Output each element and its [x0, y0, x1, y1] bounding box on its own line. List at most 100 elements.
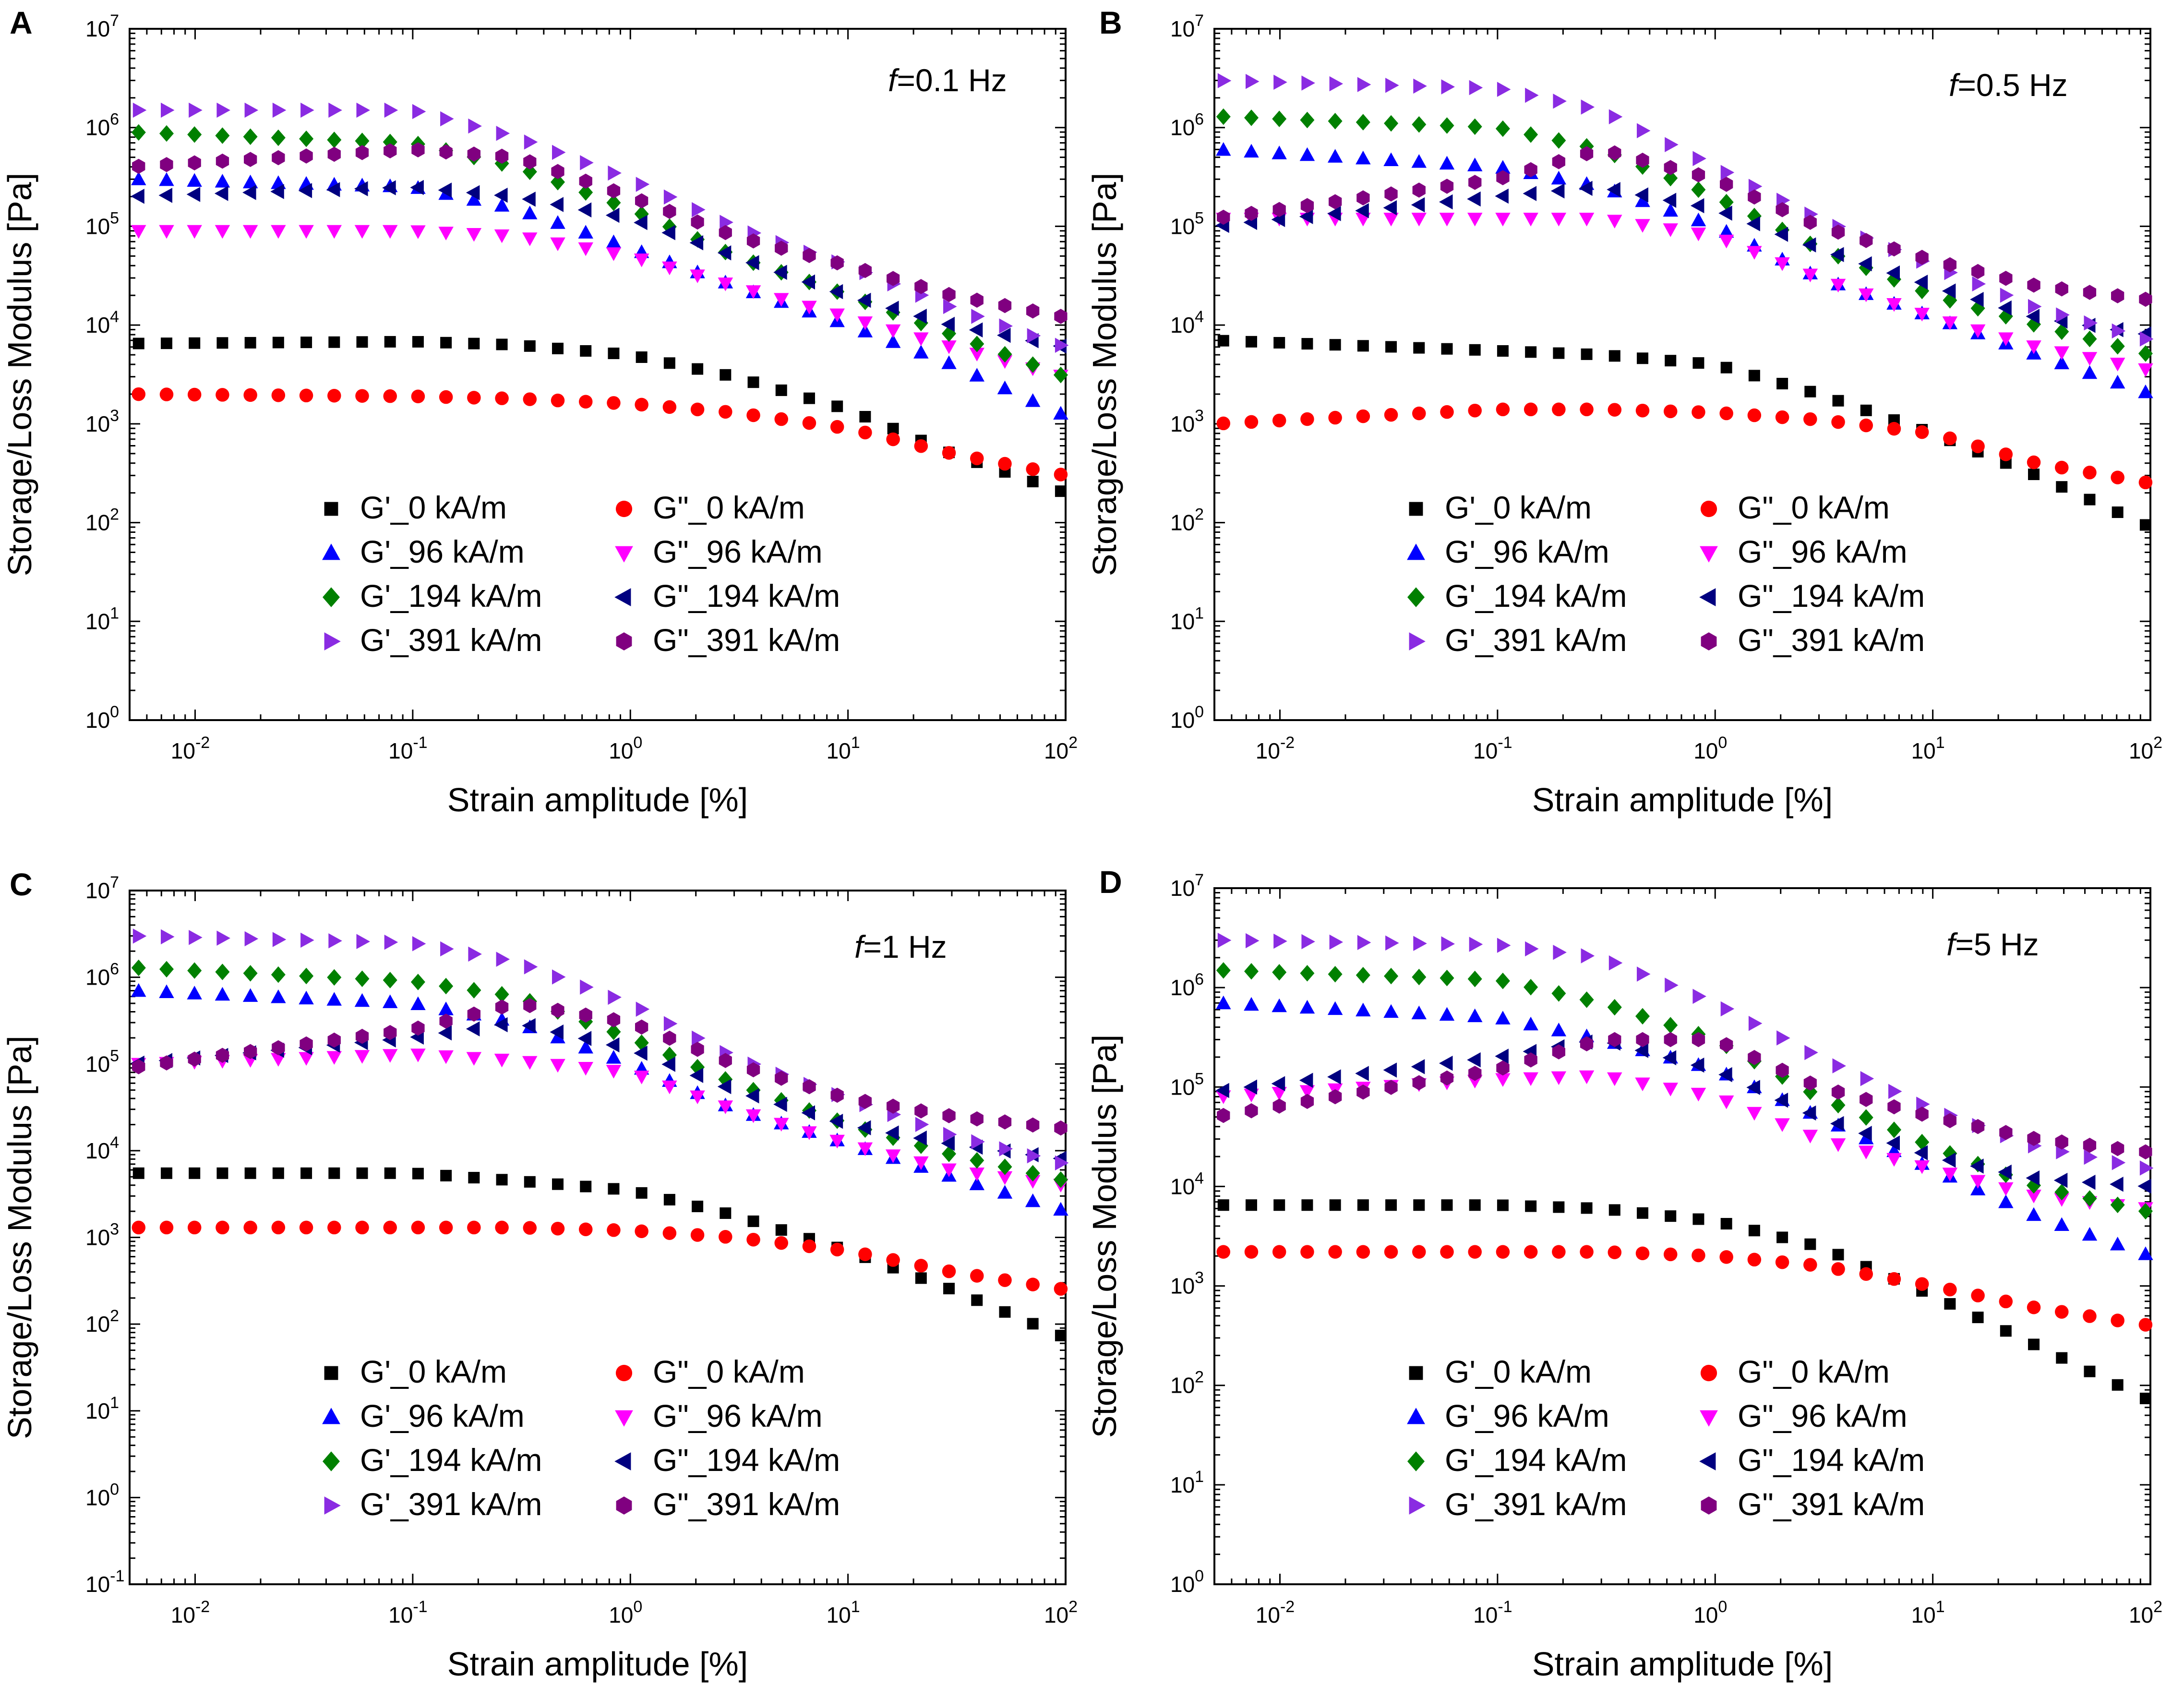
axis-ticks	[129, 28, 1067, 721]
data-point	[636, 351, 648, 363]
data-point	[1747, 408, 1762, 422]
data-point	[1523, 1016, 1538, 1031]
data-point	[1718, 224, 1734, 238]
y-axis-title: Storage/Loss Modulus [Pa]	[1, 173, 38, 576]
data-point	[747, 376, 759, 388]
data-point	[608, 989, 622, 1005]
data-point	[720, 1207, 732, 1219]
data-point	[159, 387, 174, 401]
data-point	[522, 232, 538, 246]
data-point	[885, 1149, 901, 1163]
data-point	[802, 1239, 816, 1253]
data-point	[1299, 1000, 1315, 1014]
data-point	[1301, 75, 1315, 91]
data-point	[216, 388, 229, 402]
data-point	[2027, 1177, 2041, 1194]
data-point	[578, 1222, 593, 1236]
data-point	[1272, 145, 1287, 159]
data-point	[1943, 431, 1957, 446]
data-point	[2055, 281, 2068, 297]
data-point	[384, 1167, 396, 1179]
data-point	[803, 392, 815, 404]
data-point	[1551, 1071, 1567, 1085]
data-point	[717, 245, 732, 261]
data-point	[2028, 299, 2042, 314]
data-point	[915, 1117, 929, 1132]
data-point	[1217, 209, 1230, 225]
data-point	[1581, 99, 1595, 115]
data-point	[272, 150, 285, 166]
data-point	[1720, 165, 1735, 180]
data-point	[300, 337, 312, 349]
data-point	[2026, 340, 2041, 354]
data-point	[1579, 1070, 1595, 1084]
data-point	[132, 158, 145, 174]
data-point	[745, 1109, 761, 1123]
data-point	[1748, 370, 1760, 382]
panel-letter: B	[1099, 5, 1122, 40]
data-point	[1495, 120, 1510, 137]
data-point	[689, 1068, 704, 1083]
data-point	[719, 1053, 732, 1068]
data-point	[1495, 160, 1511, 174]
data-point	[1831, 224, 1845, 240]
data-point	[1748, 1225, 1760, 1237]
data-point	[411, 142, 425, 157]
data-point	[215, 225, 230, 239]
legend-entry: G"_391 kA/m	[653, 1486, 840, 1522]
data-point	[1635, 1077, 1650, 1091]
data-point	[1832, 1249, 1844, 1261]
data-point	[383, 1220, 397, 1235]
data-point	[802, 1126, 817, 1140]
data-point	[636, 1001, 650, 1017]
data-point	[803, 248, 816, 263]
data-point	[608, 165, 622, 181]
data-point	[243, 128, 258, 145]
data-point	[244, 337, 256, 349]
data-point	[216, 1220, 229, 1235]
data-point	[1300, 965, 1315, 982]
data-point	[970, 292, 984, 308]
data-point	[1412, 1245, 1426, 1259]
data-point	[773, 265, 787, 280]
data-point	[1690, 1057, 1704, 1073]
data-point	[970, 451, 984, 466]
data-point	[773, 1097, 787, 1112]
data-point	[1998, 1182, 2014, 1196]
data-point	[1776, 1231, 1788, 1243]
data-point	[829, 1134, 845, 1149]
data-point	[1384, 1245, 1398, 1259]
y-tick-label: 107	[85, 12, 119, 41]
data-point	[1300, 111, 1315, 129]
data-point	[439, 1220, 453, 1235]
data-point	[607, 1223, 621, 1237]
data-point	[1384, 408, 1398, 422]
data-point	[1413, 936, 1427, 951]
data-point	[915, 1272, 927, 1284]
series-2	[1216, 142, 2153, 398]
legend-marker	[614, 588, 631, 606]
data-point	[1998, 1164, 2012, 1180]
data-point	[328, 336, 340, 348]
data-point	[551, 174, 565, 191]
data-point	[1054, 468, 1068, 482]
data-point	[662, 400, 677, 414]
data-point	[608, 348, 620, 360]
y-tick-label: 100	[1170, 703, 1204, 733]
data-point	[1356, 190, 1370, 205]
data-point	[551, 1221, 565, 1236]
data-point	[1026, 462, 1040, 476]
data-point	[1915, 250, 1929, 265]
legend-entry: G'_194 kA/m	[360, 1442, 542, 1478]
data-point	[1244, 415, 1259, 429]
data-point	[272, 337, 284, 349]
data-point	[1053, 366, 1068, 384]
data-point	[662, 1047, 677, 1063]
data-point	[1943, 1282, 1957, 1297]
data-point	[161, 929, 175, 945]
data-point	[328, 933, 342, 949]
legend-marker	[615, 1410, 633, 1427]
data-point	[1971, 1289, 1985, 1302]
data-point	[943, 1283, 955, 1295]
data-point	[1356, 1002, 1371, 1017]
